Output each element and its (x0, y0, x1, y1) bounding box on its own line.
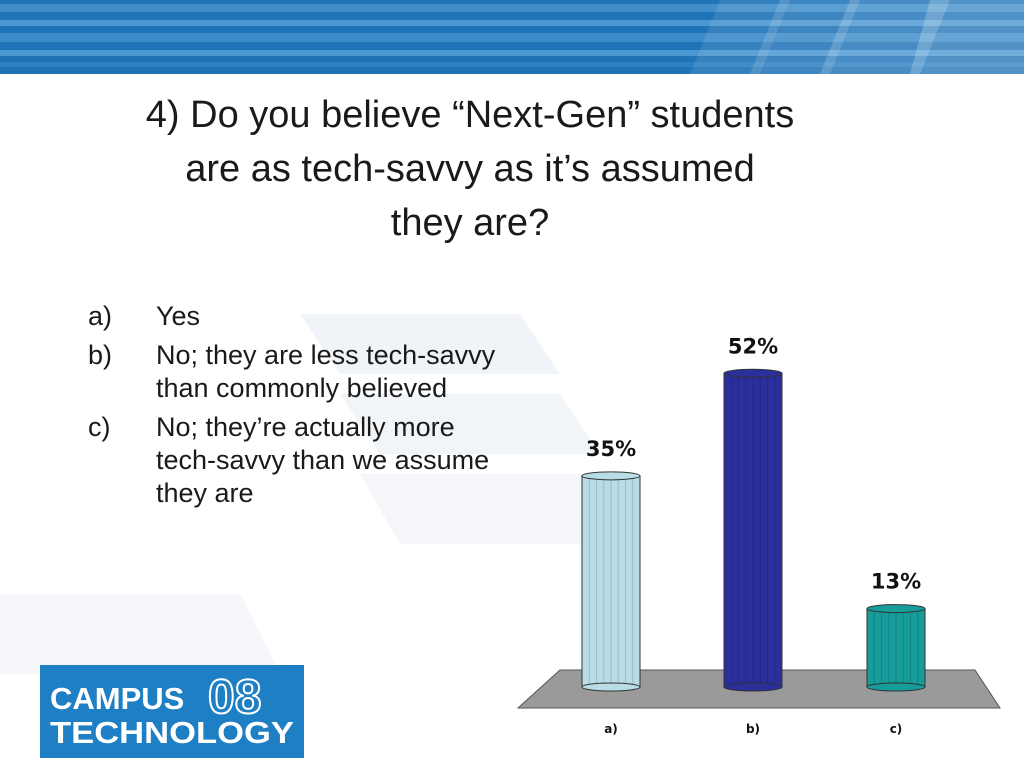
category-label-3: c) (890, 722, 903, 736)
option-text: No; they are less tech-savvy than common… (156, 340, 496, 403)
bar-chart: 35% a) 52% b) 13% c) (516, 334, 1001, 736)
option-text: No; they’re actually more tech-savvy tha… (156, 412, 490, 508)
answer-option-b: b) No; they are less tech-savvy than com… (88, 339, 508, 405)
option-letter: a) (88, 301, 113, 331)
logo-word-technology: TECHNOLOGY (50, 715, 294, 750)
campus-technology-logo: CAMPUS 08 TECHNOLOGY (40, 665, 304, 758)
bar-3 (866, 604, 926, 692)
data-label-1: 35% (586, 437, 636, 461)
option-letter: c) (88, 412, 111, 442)
answer-option-a: a) Yes (88, 300, 508, 333)
category-label-1: a) (604, 722, 618, 736)
chart-bars: 35% a) 52% b) 13% c) (581, 334, 926, 736)
option-text: Yes (156, 301, 201, 331)
bar-1 (581, 471, 641, 692)
data-label-3: 13% (871, 570, 921, 594)
title-line: they are? (390, 202, 550, 244)
answer-options-list: a) Yes b) No; they are less tech-savvy t… (88, 300, 508, 516)
logo-word-campus: CAMPUS (50, 681, 184, 716)
logo-year: 08 (208, 671, 261, 724)
category-label-2: b) (746, 722, 760, 736)
background-watermark (0, 314, 640, 674)
data-label-2: 52% (728, 334, 778, 358)
logo-graphic: CAMPUS 08 TECHNOLOGY (40, 665, 304, 758)
header-banner (0, 0, 1024, 74)
title-line: 4) Do you believe “Next-Gen” students (145, 94, 795, 136)
slide-title: 4) Do you believe “Next-Gen” students ar… (60, 88, 880, 250)
title-line: are as tech-savvy as it’s assumed (185, 148, 755, 190)
option-letter: b) (88, 340, 113, 370)
answer-option-c: c) No; they’re actually more tech-savvy … (88, 411, 508, 510)
bar-2 (723, 368, 783, 692)
